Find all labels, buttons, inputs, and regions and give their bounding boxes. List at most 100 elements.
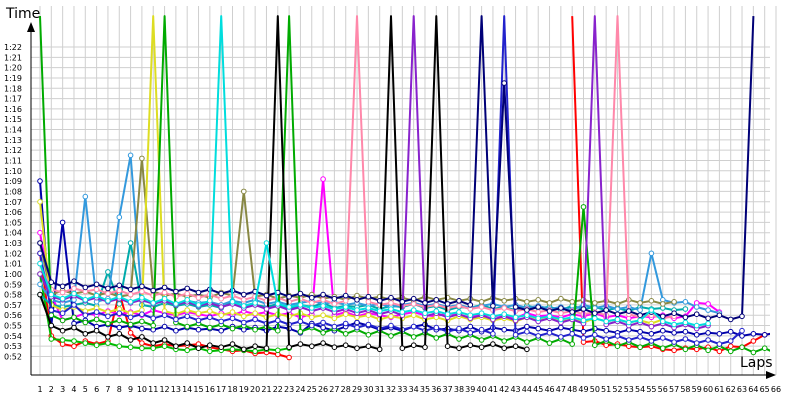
data-point <box>739 313 745 320</box>
data-point <box>524 307 530 313</box>
y-tick-label: 1:18 <box>4 84 22 93</box>
data-point <box>241 319 247 326</box>
data-point <box>388 333 394 339</box>
data-point <box>309 343 315 350</box>
x-tick-label: 20 <box>250 385 260 394</box>
data-point <box>161 343 168 350</box>
data-point <box>139 340 145 346</box>
data-point <box>218 290 224 297</box>
y-axis-arrow-icon <box>27 22 35 32</box>
data-point <box>376 308 383 314</box>
data-point <box>535 297 542 303</box>
y-tick-labels: 0:52 0:530:540:55 0:560:570:58 0:591:001:01… <box>4 43 22 362</box>
data-point <box>693 322 700 329</box>
data-point <box>660 327 666 334</box>
data-point <box>614 343 621 350</box>
data-point <box>82 331 89 337</box>
x-tick-label: 30 <box>363 385 373 394</box>
data-point <box>558 334 564 340</box>
x-tick-label: 50 <box>590 385 600 394</box>
data-point <box>727 343 734 350</box>
series-11 <box>37 15 530 353</box>
data-point <box>648 323 655 330</box>
data-point <box>535 309 542 315</box>
data-point <box>558 324 564 331</box>
x-tick-label: 19 <box>239 385 249 394</box>
data-point <box>592 310 598 317</box>
data-point <box>739 327 745 334</box>
data-point <box>59 289 66 296</box>
y-tick-label: 1:03 <box>4 239 22 248</box>
x-tick-label: 7 <box>105 385 110 394</box>
data-point <box>558 295 564 302</box>
data-point <box>37 240 43 246</box>
data-point <box>354 324 360 331</box>
data-point <box>433 302 440 308</box>
data-point <box>161 337 168 343</box>
data-point <box>467 312 474 319</box>
data-point <box>48 291 55 298</box>
data-point <box>93 286 100 293</box>
data-point <box>71 278 77 285</box>
data-point <box>388 294 394 301</box>
data-point <box>682 319 689 326</box>
data-point <box>116 331 123 337</box>
y-tick-label: 0:53 <box>4 342 22 351</box>
data-point <box>127 337 134 343</box>
data-point <box>727 328 734 335</box>
data-point <box>648 250 655 257</box>
data-point <box>410 334 417 340</box>
data-point <box>569 341 576 347</box>
y-tick-label: 0:52 <box>4 353 22 362</box>
data-point <box>433 335 440 341</box>
x-tick-label: 35 <box>420 385 430 394</box>
x-tick-label: 29 <box>352 385 362 394</box>
x-tick-label: 43 <box>510 385 520 394</box>
data-point <box>127 314 134 321</box>
data-point <box>275 347 281 354</box>
data-point <box>671 310 677 317</box>
data-point <box>59 317 66 324</box>
data-point <box>648 298 655 304</box>
data-point <box>320 330 326 336</box>
x-tick-label: 15 <box>193 385 203 394</box>
data-point <box>490 331 496 337</box>
data-point <box>139 311 145 318</box>
data-point <box>592 332 598 338</box>
data-point <box>286 293 292 300</box>
x-tick-label: 54 <box>635 385 645 394</box>
data-point <box>456 298 462 304</box>
data-point <box>682 306 689 312</box>
data-point <box>37 178 43 184</box>
data-point <box>184 290 190 297</box>
data-point <box>761 332 768 338</box>
data-point <box>241 297 247 303</box>
data-point <box>580 306 587 312</box>
data-point <box>580 317 587 324</box>
data-point <box>410 323 417 330</box>
x-tick-label: 12 <box>159 385 169 394</box>
data-point <box>478 326 485 333</box>
x-tick-label: 37 <box>443 385 453 394</box>
data-point <box>558 310 564 317</box>
x-tick-label: 9 <box>128 385 133 394</box>
y-tick-label: 0:56 <box>4 311 22 320</box>
data-point <box>750 349 757 356</box>
data-point <box>71 338 77 344</box>
data-point <box>501 345 508 352</box>
data-point <box>207 314 213 321</box>
data-point <box>354 297 360 303</box>
y-tick-label: 0:58 <box>4 291 22 300</box>
data-point <box>761 345 768 352</box>
data-point <box>82 284 89 291</box>
data-point <box>444 311 451 318</box>
data-point <box>682 299 689 305</box>
data-point <box>410 295 417 302</box>
data-point <box>592 300 598 306</box>
data-point <box>150 300 156 306</box>
data-point <box>524 312 530 319</box>
data-point <box>614 306 621 312</box>
data-point <box>637 300 643 306</box>
data-point <box>399 345 406 352</box>
data-point <box>252 300 258 306</box>
